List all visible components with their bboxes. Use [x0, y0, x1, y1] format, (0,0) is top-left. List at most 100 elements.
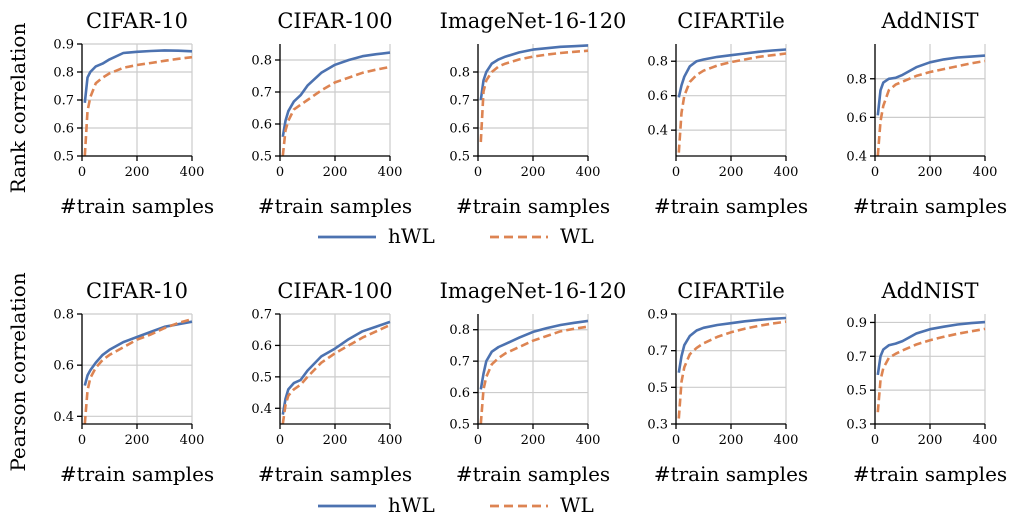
panel-2-4-ytick-label-3: 0.9	[647, 308, 668, 323]
panel-1-1-xtick-label-0: 0	[78, 165, 86, 180]
panel-2-2: 0 200 400 0.4 0.5 0.6 0.7 CIFAR-100 #train sampl…	[251, 279, 412, 486]
panel-1-5-title: AddNIST	[880, 9, 978, 33]
legend-bottom: hWL WL	[318, 493, 594, 517]
panel-2-3-ytick-label-0: 0.5	[449, 418, 470, 433]
panel-1-2: 0 200 400 0.5 0.6 0.7 0.8 CIFAR-100 #train sampl…	[251, 9, 412, 218]
panel-1-3-series-hwl-line	[479, 44, 589, 101]
panel-1-1-ytick-label-3: 0.8	[53, 66, 74, 81]
panel-1-5-ytick-label-0: 0.4	[846, 150, 867, 165]
panel-2-2-xlabel: #train samples	[258, 462, 412, 486]
panel-2-1-xtick-label-1: 200	[125, 433, 150, 448]
panel-1-3-series-wl-line	[479, 49, 589, 143]
panel-2-2-series-wl-line	[281, 323, 391, 425]
panel-2-1-ytick-label-0: 0.4	[53, 410, 74, 425]
panel-1-2-series-hwl-line	[281, 51, 391, 138]
panel-1-5: 0 200 400 0.4 0.6 0.8 AddNIST #train samples	[846, 9, 1007, 218]
panel-1-5-xtick-label-2: 400	[973, 165, 998, 180]
panel-2-4-xtick-label-2: 400	[774, 433, 799, 448]
panel-2-5-xtick-label-1: 200	[918, 433, 943, 448]
panel-1-1-series-hwl-line	[83, 49, 193, 103]
panel-1-2-ytick-label-3: 0.8	[251, 54, 272, 69]
row-1-ylabel: Rank correlation	[6, 23, 30, 194]
panel-2-1: 0 200 400 0.4 0.6 0.8 CIFAR-10 #train samples	[53, 279, 214, 486]
panel-1-1-xtick-label-1: 200	[125, 165, 150, 180]
panel-2-2-xtick-label-0: 0	[276, 433, 284, 448]
panel-1-1: 0 200 400 0.5 0.6 0.7 0.8 0.9 CIFAR-10 #train sam…	[53, 9, 214, 218]
panel-2-1-title: CIFAR-10	[86, 279, 188, 303]
panel-2-1-xtick-label-2: 400	[180, 433, 205, 448]
row-2-ylabel: Pearson correlation	[6, 272, 30, 471]
panel-2-3-ytick-label-2: 0.7	[449, 355, 470, 370]
panel-1-3-xtick-label-0: 0	[474, 165, 482, 180]
panel-1-3-xlabel: #train samples	[456, 194, 610, 218]
panel-1-1-title: CIFAR-10	[86, 9, 188, 33]
panel-1-5-series-wl-line	[876, 59, 986, 157]
panel-1-3-ytick-label-2: 0.7	[449, 94, 470, 109]
legend-1-hwl-label: hWL	[388, 224, 435, 248]
panel-2-4-series-hwl-line	[677, 316, 787, 373]
panels: 0 200 400 0.5 0.6 0.7 0.8 0.9 CIFAR-10 #train sam…	[53, 9, 1007, 486]
panel-1-5-xtick-label-0: 0	[871, 165, 879, 180]
panel-2-4-title: CIFARTile	[677, 279, 785, 303]
panel-2-4-ytick-label-2: 0.7	[647, 344, 668, 359]
panel-1-4-ytick-label-1: 0.6	[647, 89, 668, 104]
panel-2-3-xtick-label-1: 200	[521, 433, 546, 448]
panel-2-4-ytick-label-1: 0.5	[647, 381, 668, 396]
panel-1-4-series-wl-line	[677, 52, 787, 153]
panel-1-5-series-hwl-line	[876, 54, 986, 116]
panel-1-2-series-wl-line	[281, 65, 391, 157]
panel-2-5-series-wl-line	[876, 327, 986, 413]
panel-2-5-xlabel: #train samples	[853, 462, 1007, 486]
panel-2-5: 0 200 400 0.3 0.5 0.7 0.9 AddNIST #train samples	[846, 279, 1007, 486]
panel-1-4: 0 200 400 0.4 0.6 0.8 CIFARTile #train samples	[647, 9, 808, 218]
panel-2-1-ytick-label-1: 0.6	[53, 359, 74, 374]
panel-2-4: 0 200 400 0.3 0.5 0.7 0.9 CIFARTile #train sampl…	[647, 279, 808, 486]
legend-1-wl-label: WL	[560, 224, 594, 248]
panel-2-5-xtick-label-0: 0	[871, 433, 879, 448]
panel-2-5-ytick-label-0: 0.3	[846, 418, 867, 433]
legend-2-wl-label: WL	[560, 493, 594, 517]
panel-2-3-xtick-label-0: 0	[474, 433, 482, 448]
panel-2-4-xtick-label-1: 200	[719, 433, 744, 448]
panel-1-5-ytick-label-1: 0.6	[846, 111, 867, 126]
panel-2-5-xtick-label-2: 400	[973, 433, 998, 448]
panel-2-5-series-hwl-line	[876, 320, 986, 376]
panel-2-5-ytick-label-2: 0.7	[846, 350, 867, 365]
panel-2-2-ytick-label-0: 0.4	[251, 402, 272, 417]
panel-2-5-ytick-label-1: 0.5	[846, 384, 867, 399]
panel-1-2-xlabel: #train samples	[258, 194, 412, 218]
panel-2-2-ytick-label-1: 0.5	[251, 370, 272, 385]
panel-2-2-xtick-label-1: 200	[323, 433, 348, 448]
panel-1-2-ytick-label-2: 0.7	[251, 86, 272, 101]
panel-1-2-xtick-label-1: 200	[323, 165, 348, 180]
panel-1-3-ytick-label-0: 0.5	[449, 150, 470, 165]
panel-2-3-xtick-label-2: 400	[576, 433, 601, 448]
panel-1-2-xtick-label-0: 0	[276, 165, 284, 180]
panel-1-5-xlabel: #train samples	[853, 194, 1007, 218]
panel-2-5-title: AddNIST	[880, 279, 978, 303]
panel-1-3: 0 200 400 0.5 0.6 0.7 0.8 ImageNet-16-120 #train…	[440, 9, 627, 218]
panel-1-3-xtick-label-1: 200	[521, 165, 546, 180]
panel-2-3: 0 200 400 0.5 0.6 0.7 0.8 ImageNet-16-120 #train…	[440, 279, 627, 486]
panel-2-3-xlabel: #train samples	[456, 462, 610, 486]
panel-2-2-series-hwl-line	[281, 320, 391, 415]
panel-2-3-title: ImageNet-16-120	[440, 279, 627, 303]
panel-1-4-series-hwl-line	[677, 48, 787, 98]
panel-1-2-ytick-label-0: 0.5	[251, 150, 272, 165]
panel-1-5-ytick-label-2: 0.8	[846, 72, 867, 87]
panel-2-4-ytick-label-0: 0.3	[647, 418, 668, 433]
panel-1-4-ytick-label-0: 0.4	[647, 124, 668, 139]
panel-1-2-ytick-label-1: 0.6	[251, 118, 272, 133]
panel-2-1-series-hwl-line	[83, 320, 193, 386]
panel-1-3-title: ImageNet-16-120	[440, 9, 627, 33]
panel-2-4-series-wl-line	[677, 320, 787, 419]
legend-top: hWL WL	[318, 224, 594, 248]
panel-1-1-series-wl-line	[83, 55, 193, 157]
panel-2-1-xtick-label-0: 0	[78, 433, 86, 448]
panel-1-4-xtick-label-1: 200	[719, 165, 744, 180]
panel-1-2-title: CIFAR-100	[277, 9, 392, 33]
panel-2-3-ytick-label-1: 0.6	[449, 386, 470, 401]
panel-2-2-ytick-label-2: 0.6	[251, 339, 272, 354]
panel-2-2-title: CIFAR-100	[277, 279, 392, 303]
